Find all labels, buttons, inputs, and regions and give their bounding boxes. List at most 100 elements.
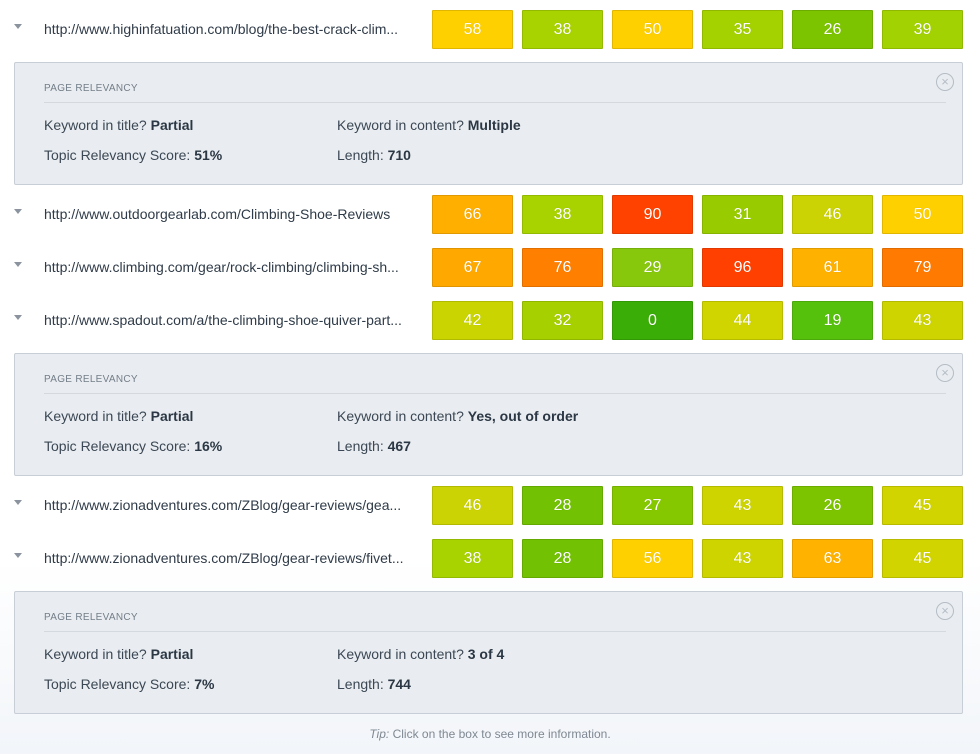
score-box[interactable]: 45 [882,486,963,525]
page-relevancy-panel: PAGE RELEVANCY × Keyword in title? Parti… [14,353,963,476]
result-url[interactable]: http://www.highinfatuation.com/blog/the-… [44,21,399,37]
result-row[interactable]: http://www.highinfatuation.com/blog/the-… [0,9,980,50]
score-box[interactable]: 90 [612,195,693,234]
expand-toggle-icon[interactable] [14,24,22,29]
result-row[interactable]: http://www.outdoorgearlab.com/Climbing-S… [0,194,980,235]
score-box[interactable]: 58 [432,10,513,49]
result-row[interactable]: http://www.spadout.com/a/the-climbing-sh… [0,300,980,341]
score-box[interactable]: 45 [882,539,963,578]
result-url[interactable]: http://www.zionadventures.com/ZBlog/gear… [44,497,402,513]
score-box[interactable]: 44 [702,301,783,340]
field-value: 744 [387,676,411,692]
result-url[interactable]: http://www.outdoorgearlab.com/Climbing-S… [44,206,391,222]
close-icon[interactable]: × [936,73,954,91]
score-box[interactable]: 19 [792,301,873,340]
tip-text: Tip: Click on the box to see more inform… [0,727,980,741]
topic-relevancy-score: Topic Relevancy Score: 16% [44,438,222,454]
result-row[interactable]: http://www.zionadventures.com/ZBlog/gear… [0,538,980,579]
keyword-in-content: Keyword in content? Multiple [337,117,521,133]
score-box[interactable]: 0 [612,301,693,340]
score-box[interactable]: 39 [882,10,963,49]
close-icon[interactable]: × [936,364,954,382]
field-value: 7% [194,676,215,692]
topic-relevancy-score: Topic Relevancy Score: 51% [44,147,222,163]
result-url[interactable]: http://www.climbing.com/gear/rock-climbi… [44,259,399,275]
keyword-in-content: Keyword in content? Yes, out of order [337,408,578,424]
keyword-in-content: Keyword in content? 3 of 4 [337,646,504,662]
field-label: Topic Relevancy Score: [44,147,191,163]
score-box[interactable]: 28 [522,539,603,578]
keyword-in-title: Keyword in title? Partial [44,408,193,424]
score-box[interactable]: 42 [432,301,513,340]
expand-toggle-icon[interactable] [14,262,22,267]
tip-body: Click on the box to see more information… [389,727,611,741]
score-box[interactable]: 43 [702,539,783,578]
field-value: Partial [150,408,194,424]
panel-title: PAGE RELEVANCY [44,83,946,103]
field-label: Length: [337,676,384,692]
score-box[interactable]: 63 [792,539,873,578]
result-url[interactable]: http://www.spadout.com/a/the-climbing-sh… [44,312,402,328]
expand-toggle-icon[interactable] [14,500,22,505]
score-box[interactable]: 32 [522,301,603,340]
score-box[interactable]: 79 [882,248,963,287]
field-value: 3 of 4 [467,646,505,662]
score-box[interactable]: 38 [432,539,513,578]
result-url[interactable]: http://www.zionadventures.com/ZBlog/gear… [44,550,404,566]
score-box[interactable]: 38 [522,195,603,234]
field-value: Yes, out of order [467,408,579,424]
score-box[interactable]: 38 [522,10,603,49]
score-box[interactable]: 61 [792,248,873,287]
score-box[interactable]: 26 [792,10,873,49]
score-box[interactable]: 56 [612,539,693,578]
score-box[interactable]: 26 [792,486,873,525]
score-box[interactable]: 50 [612,10,693,49]
score-box[interactable]: 29 [612,248,693,287]
field-value: 467 [387,438,411,454]
score-box[interactable]: 28 [522,486,603,525]
field-label: Keyword in content? [337,117,464,133]
field-value: Multiple [467,117,521,133]
field-value: Partial [150,117,194,133]
result-row[interactable]: http://www.zionadventures.com/ZBlog/gear… [0,485,980,526]
field-label: Topic Relevancy Score: [44,438,191,454]
result-row[interactable]: http://www.climbing.com/gear/rock-climbi… [0,247,980,288]
score-box[interactable]: 35 [702,10,783,49]
expand-toggle-icon[interactable] [14,553,22,558]
field-value: 51% [194,147,223,163]
content-length: Length: 710 [337,147,411,163]
score-box[interactable]: 31 [702,195,783,234]
score-box[interactable]: 96 [702,248,783,287]
field-label: Keyword in title? [44,646,147,662]
panel-title: PAGE RELEVANCY [44,374,946,394]
field-value: 16% [194,438,223,454]
expand-toggle-icon[interactable] [14,315,22,320]
page-relevancy-panel: PAGE RELEVANCY × Keyword in title? Parti… [14,591,963,714]
expand-toggle-icon[interactable] [14,209,22,214]
field-value: 710 [387,147,411,163]
field-value: Partial [150,646,194,662]
score-box[interactable]: 76 [522,248,603,287]
field-label: Keyword in title? [44,117,147,133]
score-box[interactable]: 46 [432,486,513,525]
score-box[interactable]: 50 [882,195,963,234]
field-label: Keyword in content? [337,408,464,424]
page-relevancy-panel: PAGE RELEVANCY × Keyword in title? Parti… [14,62,963,185]
score-box[interactable]: 43 [882,301,963,340]
field-label: Keyword in content? [337,646,464,662]
keyword-in-title: Keyword in title? Partial [44,646,193,662]
keyword-in-title: Keyword in title? Partial [44,117,193,133]
score-box[interactable]: 46 [792,195,873,234]
score-box[interactable]: 43 [702,486,783,525]
panel-title: PAGE RELEVANCY [44,612,946,632]
content-length: Length: 467 [337,438,411,454]
tip-label: Tip: [369,727,390,741]
field-label: Length: [337,147,384,163]
content-length: Length: 744 [337,676,411,692]
score-box[interactable]: 67 [432,248,513,287]
field-label: Keyword in title? [44,408,147,424]
field-label: Length: [337,438,384,454]
close-icon[interactable]: × [936,602,954,620]
score-box[interactable]: 66 [432,195,513,234]
score-box[interactable]: 27 [612,486,693,525]
